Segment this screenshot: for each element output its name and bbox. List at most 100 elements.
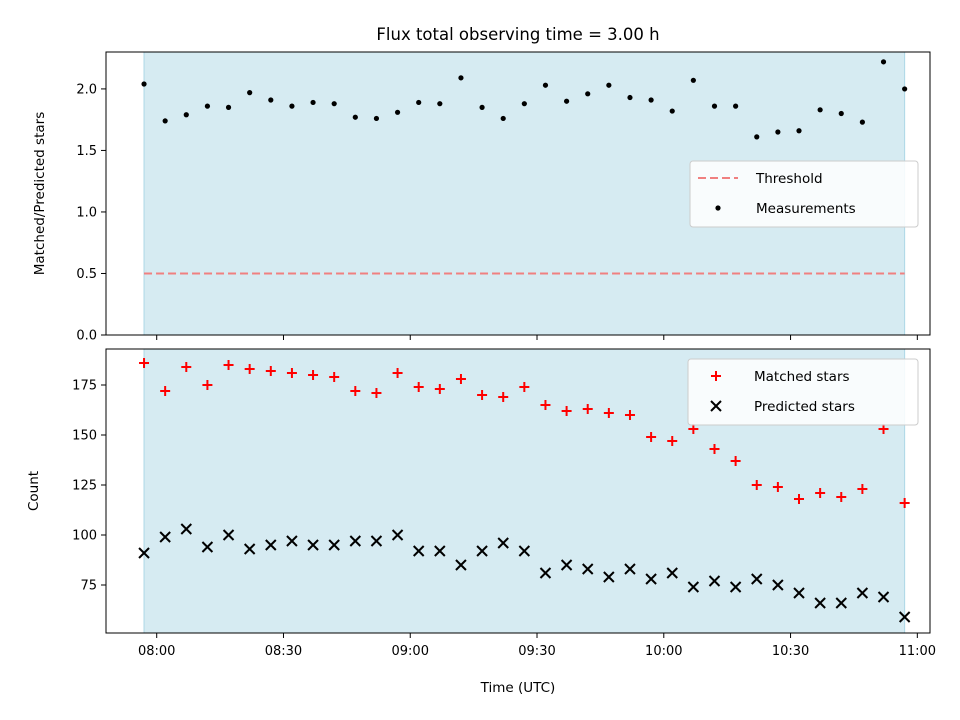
y-tick-label: 2.0 xyxy=(76,82,97,97)
legend-matched-swatch xyxy=(711,371,721,381)
predicted-point xyxy=(539,567,552,579)
measurement-point xyxy=(796,128,802,134)
matched-point xyxy=(815,488,826,498)
matched-point xyxy=(413,382,424,392)
predicted-point xyxy=(412,545,425,557)
predicted-point xyxy=(518,545,531,557)
matched-point xyxy=(730,456,741,466)
y-tick-label: 100 xyxy=(72,529,97,544)
predicted-point xyxy=(476,545,488,557)
measurement-point xyxy=(289,103,295,109)
predicted-point xyxy=(243,543,256,555)
predicted-point xyxy=(624,563,636,575)
measurement-point xyxy=(775,129,781,135)
measurement-point xyxy=(183,112,189,118)
matched-point xyxy=(286,368,297,378)
predicted-point xyxy=(898,611,911,623)
count-legend: Matched stars Predicted stars xyxy=(687,358,919,426)
matched-point xyxy=(836,492,847,502)
predicted-point xyxy=(793,587,805,599)
y-tick-label: 0.0 xyxy=(76,329,97,344)
matched-point xyxy=(308,370,319,380)
predicted-point xyxy=(349,535,362,547)
matched-point xyxy=(899,498,910,508)
predicted-point xyxy=(159,531,171,543)
measurement-point xyxy=(880,59,887,65)
measurement-point xyxy=(394,109,401,115)
predicted-stars-series xyxy=(138,523,911,623)
matched-point xyxy=(772,482,783,492)
matched-point xyxy=(688,424,699,434)
x-tick-label: 09:00 xyxy=(392,644,429,659)
measurement-point xyxy=(331,101,337,107)
matched-point xyxy=(603,408,614,418)
ratio-legend: Threshold Measurements xyxy=(689,160,919,228)
measurement-point xyxy=(669,108,675,114)
predicted-point xyxy=(370,535,383,547)
y-tick-label: 1.5 xyxy=(76,144,97,159)
predicted-point xyxy=(286,535,298,547)
predicted-point xyxy=(265,539,277,551)
matched-point xyxy=(371,388,382,398)
matched-point xyxy=(181,362,192,372)
predicted-point xyxy=(856,587,869,599)
measurement-point xyxy=(352,114,358,120)
matched-point xyxy=(582,404,593,414)
matched-point xyxy=(646,432,657,442)
y-tick-label: 75 xyxy=(80,579,97,594)
matched-point xyxy=(244,364,255,374)
matched-point xyxy=(519,382,530,392)
predicted-point xyxy=(391,529,404,541)
measurement-point xyxy=(627,94,633,101)
predicted-point xyxy=(307,539,319,551)
matched-point xyxy=(624,410,635,420)
y-tick-label: 1.0 xyxy=(76,205,97,220)
matched-stars-series xyxy=(139,358,910,508)
predicted-point xyxy=(434,545,446,557)
matched-point xyxy=(392,368,403,378)
predicted-point xyxy=(666,567,678,579)
predicted-point xyxy=(201,541,214,553)
measurement-point xyxy=(838,110,844,117)
legend-measurement-swatch xyxy=(715,205,721,211)
measurement-point xyxy=(542,82,549,88)
predicted-point xyxy=(645,573,657,585)
predicted-point xyxy=(877,591,890,603)
legend-label: Predicted stars xyxy=(754,399,855,415)
predicted-point xyxy=(835,597,847,609)
matched-point xyxy=(265,366,276,376)
count-panel: 75 100 125 150 175 08:00 08:30 09:00 09:30 10:00 1… xyxy=(26,348,936,659)
measurement-point xyxy=(521,101,527,107)
measurement-point xyxy=(902,86,908,92)
y-tick-label: 125 xyxy=(72,479,97,494)
y-tick-label: 150 xyxy=(72,429,97,444)
legend-label: Threshold xyxy=(755,171,823,187)
predicted-point xyxy=(814,597,826,609)
matched-point xyxy=(857,484,868,494)
figure-title: Flux total observing time = 3.00 h xyxy=(376,25,659,44)
measurements-series xyxy=(141,59,908,140)
matched-point xyxy=(709,444,720,454)
y-tick-label: 0.5 xyxy=(76,267,97,282)
predicted-point xyxy=(455,559,467,571)
predicted-point xyxy=(729,581,742,593)
x-tick-label: 10:30 xyxy=(772,644,809,659)
predicted-point xyxy=(708,575,721,587)
predicted-point xyxy=(751,573,763,585)
predicted-point xyxy=(603,571,615,583)
predicted-point xyxy=(582,563,594,575)
x-tick-label: 11:00 xyxy=(899,644,936,659)
predicted-point xyxy=(138,547,150,559)
legend-box xyxy=(687,358,919,426)
measurement-point xyxy=(416,99,422,106)
matched-point xyxy=(561,406,572,416)
ratio-panel: 0.0 0.5 1.0 1.5 2.0 Matched/Predicted stars Th… xyxy=(32,51,931,344)
measurement-point xyxy=(204,103,211,109)
measurement-point xyxy=(500,115,506,122)
matched-point xyxy=(455,374,466,384)
measurement-point xyxy=(648,97,654,103)
matched-point xyxy=(751,480,762,490)
measurement-point xyxy=(606,82,612,88)
measurement-point xyxy=(754,134,760,140)
ratio-y-axis-label: Matched/Predicted stars xyxy=(32,112,48,275)
